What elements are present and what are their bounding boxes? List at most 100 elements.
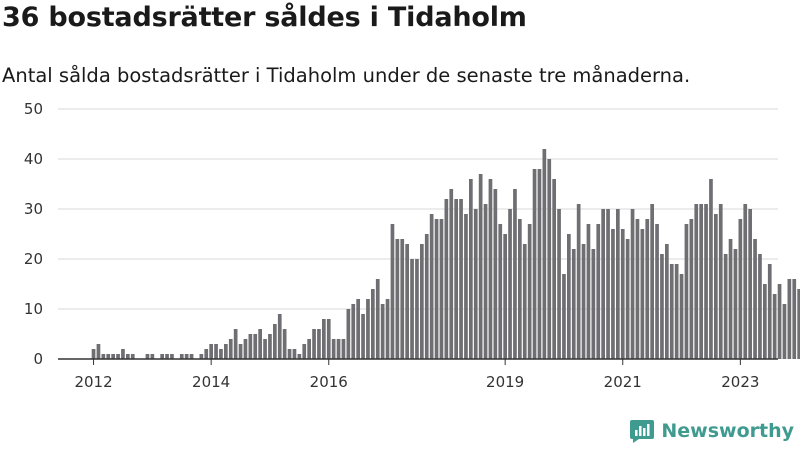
bar: [336, 339, 341, 359]
bar: [424, 234, 429, 359]
bar: [743, 204, 748, 359]
bar: [478, 174, 483, 359]
bar: [170, 354, 174, 359]
bar: [459, 199, 463, 359]
bar: [400, 239, 405, 359]
bar: [449, 189, 454, 359]
bar: [361, 314, 365, 359]
bar: [331, 339, 336, 359]
bar: [611, 229, 615, 359]
bar: [395, 239, 400, 359]
bar: [714, 214, 718, 359]
bar: [797, 289, 800, 359]
bar: [273, 324, 277, 359]
bar: [665, 244, 669, 359]
bar: [219, 349, 223, 359]
bar: [782, 304, 787, 359]
bar: [317, 329, 321, 359]
bar: [464, 214, 468, 359]
bar: [415, 259, 419, 359]
bar: [723, 254, 728, 359]
bar: [439, 219, 444, 359]
bar: [567, 234, 571, 359]
bar: [650, 204, 654, 359]
bar: [596, 224, 601, 359]
bar: [758, 254, 762, 359]
bar: [214, 344, 218, 359]
bar: [189, 354, 194, 359]
bar: [410, 259, 414, 359]
bar: [581, 244, 586, 359]
chart-title: 36 bostadsrätter såldes i Tidaholm: [2, 2, 527, 33]
bar: [121, 349, 125, 359]
bar: [522, 244, 527, 359]
bar: [753, 239, 757, 359]
bar: [312, 329, 316, 359]
bar: [366, 299, 370, 359]
newsworthy-logo-icon: [630, 420, 655, 443]
bar: [674, 264, 679, 359]
bar: [111, 354, 115, 359]
bar: [792, 279, 797, 359]
bar: [233, 329, 238, 359]
y-tick-label-30: 30: [24, 200, 43, 218]
bar: [513, 189, 517, 359]
bar: [552, 179, 556, 359]
bar-series: [91, 149, 800, 359]
brand-logo: Newsworthy: [629, 418, 794, 444]
x-tick-label-2023: 2023: [721, 373, 759, 391]
bar: [454, 199, 458, 359]
x-tick-label-2016: 2016: [310, 373, 348, 391]
bar: [763, 284, 767, 359]
bar: [351, 304, 356, 359]
bar: [248, 334, 253, 359]
bar: [356, 299, 360, 359]
bar: [385, 299, 390, 359]
bar: [282, 329, 287, 359]
bar: [694, 204, 699, 359]
y-axis-labels: 0 10 20 30 40 50: [24, 100, 43, 368]
bar: [199, 354, 204, 359]
bar: [253, 334, 258, 359]
bar: [405, 244, 409, 359]
bar: [498, 224, 503, 359]
bar: [473, 209, 478, 359]
bar: [307, 339, 311, 359]
bar: [101, 354, 106, 359]
bar: [371, 289, 375, 359]
bar: [640, 229, 645, 359]
bar: [620, 229, 625, 359]
bar: [493, 189, 498, 359]
bar: [228, 339, 233, 359]
bar: [562, 274, 566, 359]
x-tick-label-2012: 2012: [74, 373, 112, 391]
y-tick-label-20: 20: [24, 250, 43, 268]
y-tick-label-0: 0: [33, 350, 43, 368]
bar: [767, 264, 772, 359]
bar: [625, 239, 630, 359]
bar: [728, 239, 733, 359]
bar: [488, 179, 493, 359]
bar: [669, 264, 674, 359]
bar: [709, 179, 713, 359]
bar: [777, 284, 782, 359]
bar: [224, 344, 228, 359]
bar: [268, 334, 272, 359]
bar: [341, 339, 346, 359]
chart-subtitle: Antal sålda bostadsrätter i Tidaholm und…: [2, 64, 691, 87]
bar: [586, 224, 591, 359]
bar: [277, 314, 282, 359]
x-tick-label-2014: 2014: [192, 373, 230, 391]
bar: [346, 309, 351, 359]
bar: [616, 209, 620, 359]
bar: [429, 214, 434, 359]
bar: [292, 349, 297, 359]
bar: [537, 169, 542, 359]
bar: [302, 344, 307, 359]
bar: [160, 354, 164, 359]
bar: [420, 244, 424, 359]
bar: [518, 219, 522, 359]
bar: [679, 274, 684, 359]
bar: [699, 204, 703, 359]
